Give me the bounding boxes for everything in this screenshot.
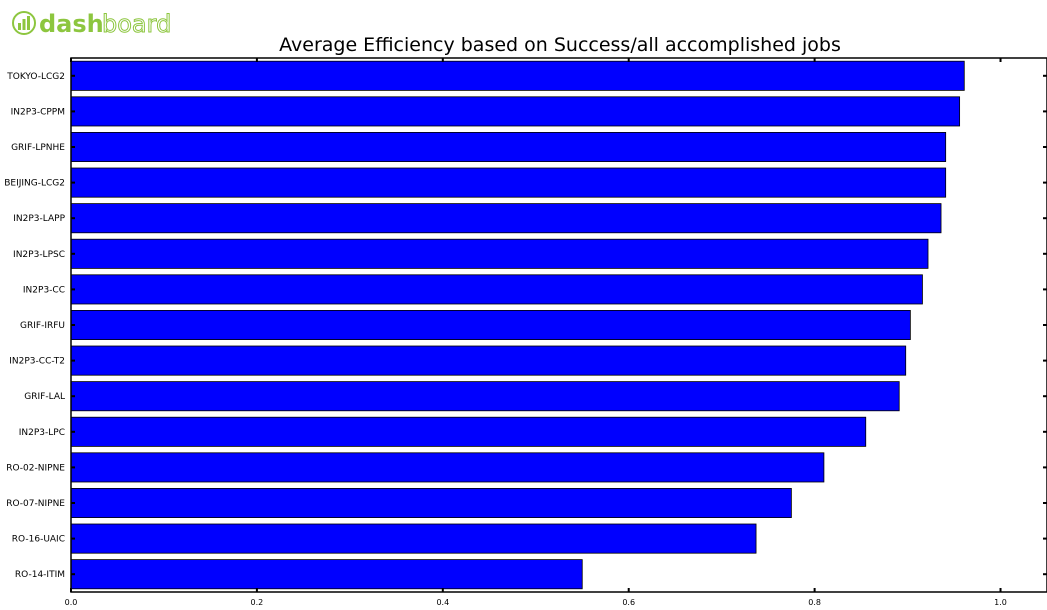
logo-emblem-icon	[12, 11, 36, 35]
y-tick-label: RO-02-NIPNE	[6, 463, 65, 473]
dashboard-logo: dash board	[12, 10, 172, 39]
y-tick-label: RO-07-NIPNE	[6, 499, 65, 509]
bar-in2p3-lapp	[70, 203, 942, 234]
x-tick-label: 0.8	[808, 598, 821, 607]
bars-layer	[70, 60, 965, 590]
bar-in2p3-lpsc	[70, 238, 929, 269]
y-tick-label: RO-14-ITIM	[15, 570, 65, 580]
x-tick-label: 0.4	[436, 598, 449, 607]
y-tick-label: GRIF-LAL	[24, 392, 65, 402]
bar-ro-14-itim	[70, 559, 583, 590]
x-tick-label: 1.0	[994, 598, 1007, 607]
bar-grif-irfu	[70, 310, 911, 340]
y-tick-label: BEIJING-LCG2	[4, 179, 65, 189]
y-tick-label: IN2P3-CC-T2	[9, 357, 65, 367]
y-tick-label: IN2P3-CPPM	[11, 107, 65, 117]
bar-in2p3-lpc	[70, 416, 867, 447]
logo-text-board: board	[102, 10, 171, 38]
y-tick-label: IN2P3-LAPP	[13, 214, 65, 224]
bar-ro-07-nipne	[70, 488, 792, 518]
y-tick-label: RO-16-UAIC	[12, 535, 65, 545]
x-tick-label: 0.2	[251, 598, 264, 607]
x-tick-label: 0.0	[65, 598, 78, 607]
y-tick-label: IN2P3-LPC	[19, 428, 65, 438]
bar-in2p3-cc-t2	[70, 345, 907, 376]
logo-text-dash: dash	[39, 10, 104, 38]
labels-layer: TOKYO-LCG2 IN2P3-CPPM GRIF-LPNHE BEIJING-LC…	[4, 72, 1007, 607]
y-tick-label: GRIF-IRFU	[20, 321, 65, 331]
y-tick-label: TOKYO-LCG2	[6, 72, 65, 82]
bar-beijing-lcg2	[70, 167, 947, 198]
x-tick-label: 0.6	[622, 598, 635, 607]
y-tick-label: IN2P3-LPSC	[13, 250, 65, 260]
bar-tokyo-lcg2	[70, 60, 965, 91]
bar-ro-02-nipne	[70, 452, 825, 483]
bar-ro-16-uaic	[70, 523, 757, 554]
bar-grif-lpnhe	[70, 132, 947, 162]
plot-frame	[70, 57, 1047, 593]
y-tick-label: IN2P3-CC	[23, 285, 65, 295]
bar-in2p3-cppm	[70, 96, 961, 127]
y-tick-label: GRIF-LPNHE	[11, 143, 65, 153]
bar-grif-lal	[70, 381, 900, 412]
bar-in2p3-cc	[70, 274, 923, 305]
chart-title: Average Efficiency based on Success/all …	[279, 34, 841, 56]
